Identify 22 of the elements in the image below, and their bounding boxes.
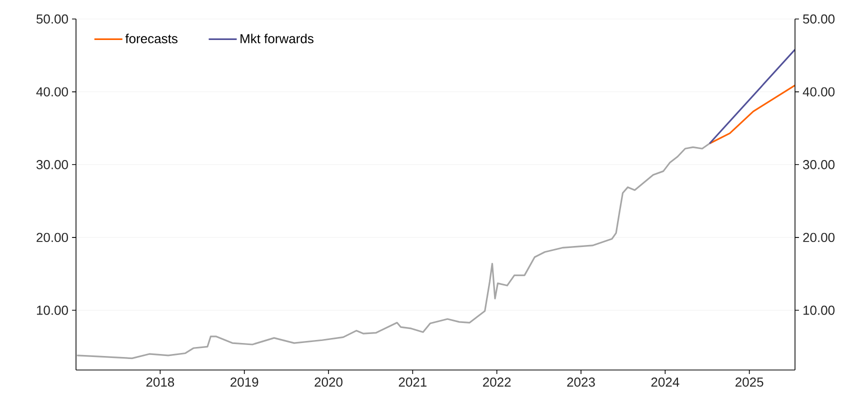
x-tick-label: 2024 <box>651 378 680 387</box>
y2-tick-label: 30.00 <box>803 160 835 170</box>
x-tick-label: 2019 <box>230 378 258 387</box>
y-tick-label: 10.00 <box>36 306 68 315</box>
y2-tick-label: 50.00 <box>803 14 835 24</box>
y-tick-label: 40.00 <box>36 87 68 96</box>
y2-tick-label: 40.00 <box>802 87 835 96</box>
line-series <box>76 142 710 360</box>
x-tick-label: 2018 <box>146 378 174 387</box>
x-tick-label: 2021 <box>398 378 426 387</box>
x-tick-label: 2025 <box>736 378 764 387</box>
y-tick-label: 30.00 <box>36 160 68 170</box>
legend-label: forecasts <box>125 34 178 44</box>
line-series <box>708 84 795 144</box>
y2-tick-label: 10.00 <box>803 306 835 315</box>
y-tick-label: 50.00 <box>36 14 68 24</box>
y-tick-label: 20.00 <box>36 232 68 242</box>
x-tick-label: 2022 <box>483 378 511 387</box>
y2-tick-label: 20.00 <box>803 232 835 242</box>
legend-label: Mkt forwards <box>240 34 314 44</box>
x-tick-label: 2020 <box>314 378 342 387</box>
x-tick-label: 2023 <box>567 378 595 387</box>
